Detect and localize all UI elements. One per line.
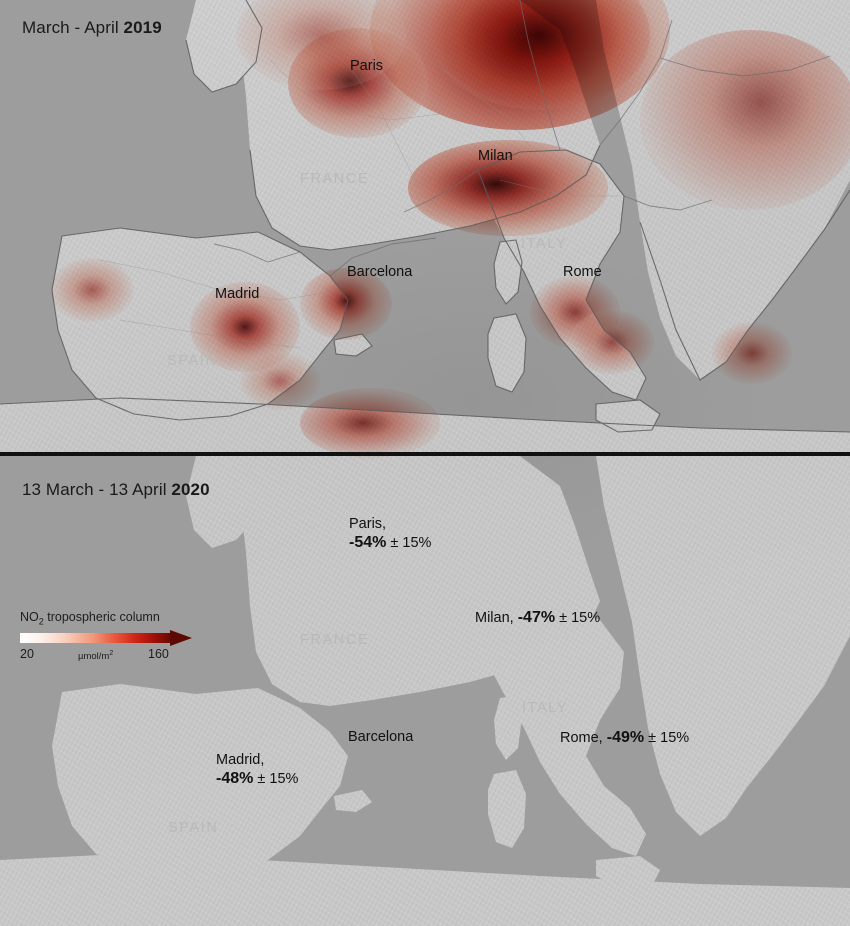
- country-label-spain-2019: SPAIN: [167, 353, 217, 369]
- panel-title-prefix-2020: 13 March - 13 April: [22, 480, 172, 499]
- panel-divider: [0, 452, 850, 456]
- plume-lisbon-2019: [50, 258, 134, 322]
- legend-title: NO2 tropospheric column: [20, 610, 200, 627]
- country-label-france-2019: FRANCE: [300, 171, 369, 187]
- no2-plume-layer-2019: [0, 0, 850, 452]
- city-change-percent: -47%: [517, 609, 556, 626]
- city-change-percent: -48%: [216, 770, 254, 787]
- country-label-italy-2019: ITALY: [521, 236, 567, 252]
- country-label-text: SPAIN: [168, 820, 219, 836]
- city-change-error: ± 15%: [386, 535, 432, 551]
- legend-unit: µmol/m2: [78, 650, 113, 662]
- panel-title-prefix-2019: March - April: [22, 18, 124, 37]
- legend-gradient-bar: [20, 632, 170, 643]
- legend-unit-text: µmol/m: [78, 650, 110, 662]
- city-label-text: Madrid,: [216, 752, 265, 768]
- legend-min-value: 20: [20, 646, 34, 661]
- city-label-text: Milan,: [475, 610, 518, 626]
- plume-balkans-2019: [640, 30, 850, 210]
- city-label-text: Barcelona: [348, 729, 414, 745]
- plume-valencia-2019: [240, 352, 320, 410]
- country-label-text: SPAIN: [167, 353, 218, 369]
- country-label-text: ITALY: [521, 236, 568, 252]
- legend-title-prefix: NO: [20, 610, 39, 624]
- legend-max-value: 160: [148, 646, 169, 661]
- map-canvas-2020: [0, 456, 850, 926]
- legend-title-subscript: 2: [38, 616, 44, 627]
- map-canvas-2019: [0, 0, 850, 452]
- plume-algiers-2019: [300, 388, 440, 452]
- legend-arrow-icon: [170, 629, 192, 646]
- plume-athens-2019: [712, 322, 792, 384]
- country-label-france-2020: FRANCE: [300, 632, 369, 648]
- city-label-text: Rome: [563, 264, 602, 280]
- panel-title-2020: 13 March - 13 April 2020: [22, 480, 210, 500]
- country-label-spain-2020: SPAIN: [168, 820, 218, 836]
- panel-title-year-2020: 2020: [171, 480, 210, 499]
- city-change-error: ± 15%: [644, 730, 690, 746]
- city-label-madrid-2020: Madrid, -48% ± 15%: [216, 752, 298, 788]
- panel-title-year-2019: 2019: [123, 18, 162, 37]
- panel-2020: 13 March - 13 April 2020 NO2 tropospheri…: [0, 456, 850, 926]
- city-change-percent: -54%: [349, 534, 387, 551]
- landmass-sardinia: [488, 770, 526, 848]
- city-label-milan-2020: Milan, -47% ± 15%: [475, 609, 600, 627]
- city-change-line: -54% ± 15%: [349, 534, 431, 552]
- country-label-italy-2020: ITALY: [522, 700, 568, 716]
- city-label-text: Paris: [350, 58, 384, 74]
- city-change-line: -48% ± 15%: [216, 770, 298, 788]
- legend-bar-wrap: [20, 629, 192, 646]
- city-label-rome-2019: Rome: [563, 264, 602, 280]
- no2-plume-layer-2020: [0, 456, 850, 470]
- plume-naples-2019: [570, 310, 654, 374]
- city-label-text: Milan: [478, 148, 513, 164]
- country-label-text: FRANCE: [300, 171, 370, 187]
- city-label-text: Rome,: [560, 730, 607, 746]
- city-label-text: Madrid: [215, 286, 260, 302]
- city-change-error: ± 15%: [253, 771, 299, 787]
- colorbar-legend: NO2 tropospheric column 20 µmol/m2 160: [20, 610, 200, 663]
- city-label-paris-2020: Paris, -54% ± 15%: [349, 516, 431, 552]
- city-label-barcelona-2019: Barcelona: [347, 264, 412, 280]
- landmass-baleares: [334, 790, 372, 812]
- panel-2019: March - April 2019 FRANCE ITALY SPAIN Pa…: [0, 0, 850, 452]
- city-label-paris-2019: Paris: [350, 58, 383, 74]
- legend-ticks: 20 µmol/m2 160: [20, 647, 200, 663]
- city-label-madrid-2019: Madrid: [215, 286, 259, 302]
- city-change-error: ± 15%: [555, 610, 601, 626]
- city-label-text: Paris,: [349, 516, 387, 532]
- legend-unit-exponent: 2: [109, 649, 114, 657]
- legend-title-suffix: tropospheric column: [43, 610, 160, 624]
- city-label-milan-2019: Milan: [478, 148, 513, 164]
- plume-algiers-2020: [300, 456, 440, 458]
- city-change-percent: -49%: [606, 729, 645, 746]
- country-label-text: FRANCE: [300, 632, 370, 648]
- country-label-text: ITALY: [522, 700, 569, 716]
- panel-title-2019: March - April 2019: [22, 18, 162, 38]
- city-label-text: Barcelona: [347, 264, 413, 280]
- city-label-barcelona-2020: Barcelona: [348, 729, 413, 745]
- city-label-rome-2020: Rome, -49% ± 15%: [560, 729, 689, 747]
